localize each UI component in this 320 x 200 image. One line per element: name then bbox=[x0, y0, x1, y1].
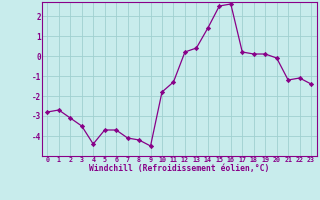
X-axis label: Windchill (Refroidissement éolien,°C): Windchill (Refroidissement éolien,°C) bbox=[89, 164, 269, 173]
